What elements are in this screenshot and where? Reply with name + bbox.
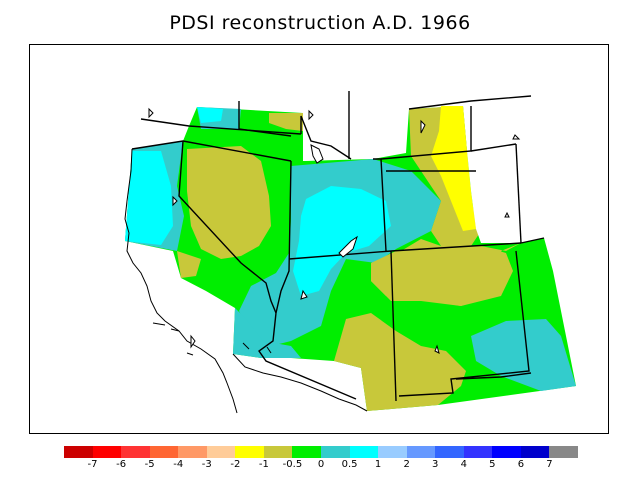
region-dry-mid — [187, 146, 271, 259]
legend-swatch — [321, 446, 351, 458]
region-wet-mid — [125, 151, 173, 245]
region-dry-mid — [371, 246, 513, 306]
coastline — [124, 148, 238, 414]
legend-swatch — [492, 446, 522, 458]
legend-tick-label: -7 — [87, 459, 98, 470]
legend-tick-label: -0.5 — [282, 459, 303, 470]
legend-swatch — [349, 446, 379, 458]
legend-swatch — [149, 446, 179, 458]
legend-swatch — [206, 446, 236, 458]
legend-swatch — [235, 446, 265, 458]
legend-labels: -7 -6 -5 -4 -3 -2 -1 -0.5 0 0.5 1 2 3 4 5 6 7 — [0, 459, 640, 473]
legend-tick-label: -2 — [230, 459, 241, 470]
legend-swatch — [378, 446, 408, 458]
legend-swatch — [178, 446, 208, 458]
region-no-data — [467, 144, 521, 243]
legend-tick-label: 0.5 — [341, 459, 358, 470]
legend-swatch — [64, 446, 94, 458]
lakes — [148, 107, 521, 354]
legend-tick-label: 5 — [489, 459, 496, 470]
legend-swatch — [121, 446, 151, 458]
legend-swatch — [92, 446, 122, 458]
legend-tick-label: -6 — [116, 459, 127, 470]
legend-swatch — [406, 446, 436, 458]
region-wet-mid — [293, 186, 391, 296]
legend-swatch — [520, 446, 550, 458]
legend-swatch — [435, 446, 465, 458]
legend-tick-label: 0 — [317, 459, 325, 470]
region-wet-low — [471, 319, 576, 391]
region-dry-mid — [334, 313, 466, 411]
region-wet-mid — [197, 107, 223, 123]
map-title: PDSI reconstruction A.D. 1966 — [169, 12, 471, 34]
legend-tick-label: 2 — [403, 459, 410, 470]
legend-tick-label: -3 — [201, 459, 212, 470]
legend-tick-label: 4 — [460, 459, 467, 470]
region-dry-mid — [177, 251, 201, 278]
region-dry-high — [431, 106, 476, 231]
legend-swatch — [549, 446, 579, 458]
legend-tick-label: -4 — [173, 459, 184, 470]
legend-colorbar — [64, 446, 579, 458]
legend-tick-label: 7 — [546, 459, 553, 470]
map-frame — [29, 44, 609, 434]
legend-tick-label: 6 — [517, 459, 525, 470]
state-borders — [131, 91, 545, 402]
legend-swatch — [263, 446, 293, 458]
legend-swatch — [463, 446, 493, 458]
legend-swatch — [292, 446, 322, 458]
legend-tick-label: 3 — [432, 459, 439, 470]
map-canvas — [124, 91, 576, 414]
legend-tick-label: 1 — [374, 459, 382, 470]
region-dry-mid — [269, 113, 303, 131]
region-wet-low — [233, 308, 301, 358]
islands — [152, 322, 272, 356]
coastline — [232, 353, 368, 412]
legend-tick-label: -5 — [144, 459, 155, 470]
legend-tick-label: -1 — [258, 459, 269, 470]
